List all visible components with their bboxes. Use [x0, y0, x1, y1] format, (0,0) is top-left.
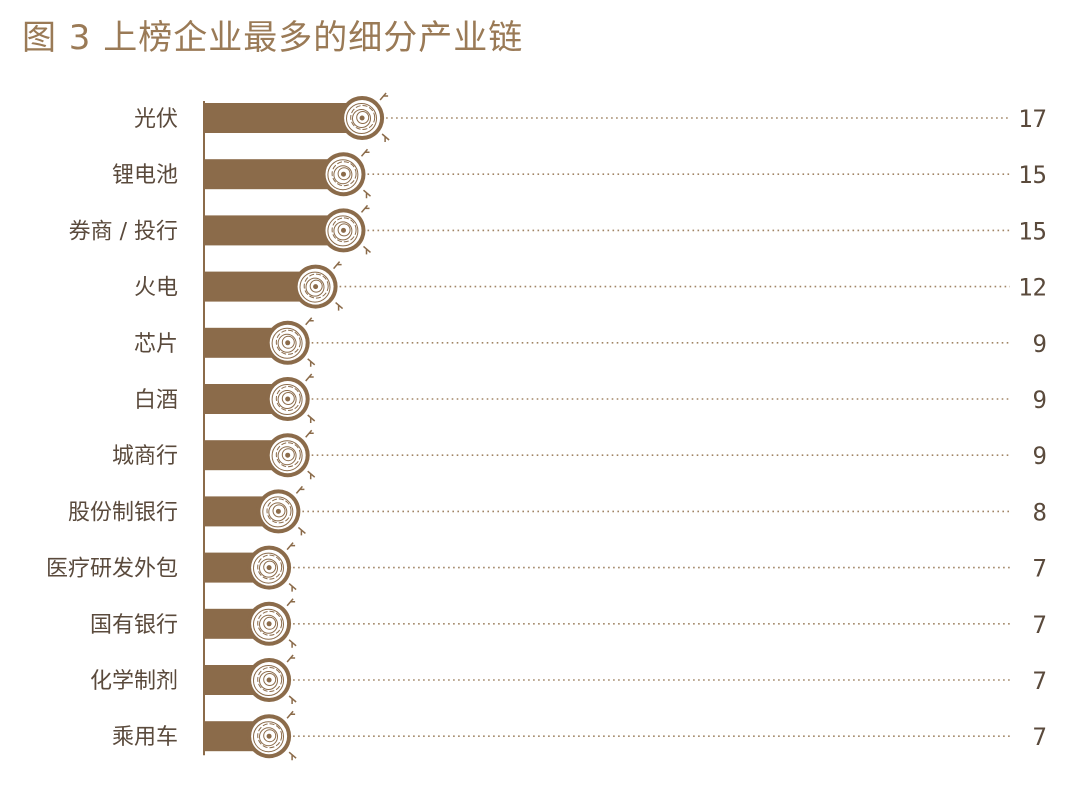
category-label: 火电 — [134, 276, 178, 301]
value-label: 7 — [1033, 555, 1047, 583]
bar — [204, 159, 344, 190]
category-label: 锂电池 — [112, 163, 178, 188]
value-label: 17 — [1018, 105, 1047, 133]
tree-ring-icon — [256, 485, 306, 536]
bar — [204, 103, 363, 133]
value-label: 15 — [1018, 217, 1047, 245]
category-label: 乘用车 — [112, 725, 178, 750]
chart-title: 图 3 上榜企业最多的细分产业链 — [22, 18, 524, 58]
value-label: 12 — [1018, 274, 1047, 302]
value-label: 8 — [1033, 498, 1047, 526]
tree-ring-icon — [265, 373, 316, 423]
category-label: 城商行 — [112, 444, 178, 469]
value-label: 9 — [1033, 442, 1047, 470]
value-label: 7 — [1033, 611, 1047, 639]
tree-ring-icon — [247, 598, 297, 648]
category-label: 国有银行 — [90, 613, 178, 638]
tree-ring-icon — [340, 92, 390, 142]
category-label: 白酒 — [134, 388, 178, 413]
category-label: 股份制银行 — [68, 500, 178, 525]
value-label: 7 — [1033, 667, 1047, 695]
tree-ring-icon — [247, 542, 297, 592]
value-label: 9 — [1033, 330, 1047, 358]
value-label: 9 — [1033, 386, 1047, 414]
category-label: 券商 / 投行 — [69, 219, 178, 244]
tree-ring-icon — [265, 317, 316, 367]
bar — [204, 215, 344, 246]
value-label: 15 — [1018, 161, 1047, 189]
category-label: 医疗研发外包 — [46, 557, 178, 582]
tree-ring-icon — [293, 261, 344, 311]
value-label: 7 — [1033, 723, 1047, 751]
tree-ring-icon — [321, 204, 371, 255]
tree-ring-icon — [321, 148, 371, 199]
category-label: 芯片 — [134, 332, 178, 357]
category-label: 光伏 — [134, 107, 178, 132]
category-label: 化学制剂 — [90, 669, 178, 694]
tree-ring-icon — [265, 429, 316, 480]
tree-ring-icon — [247, 654, 297, 704]
tree-ring-icon — [247, 710, 297, 761]
